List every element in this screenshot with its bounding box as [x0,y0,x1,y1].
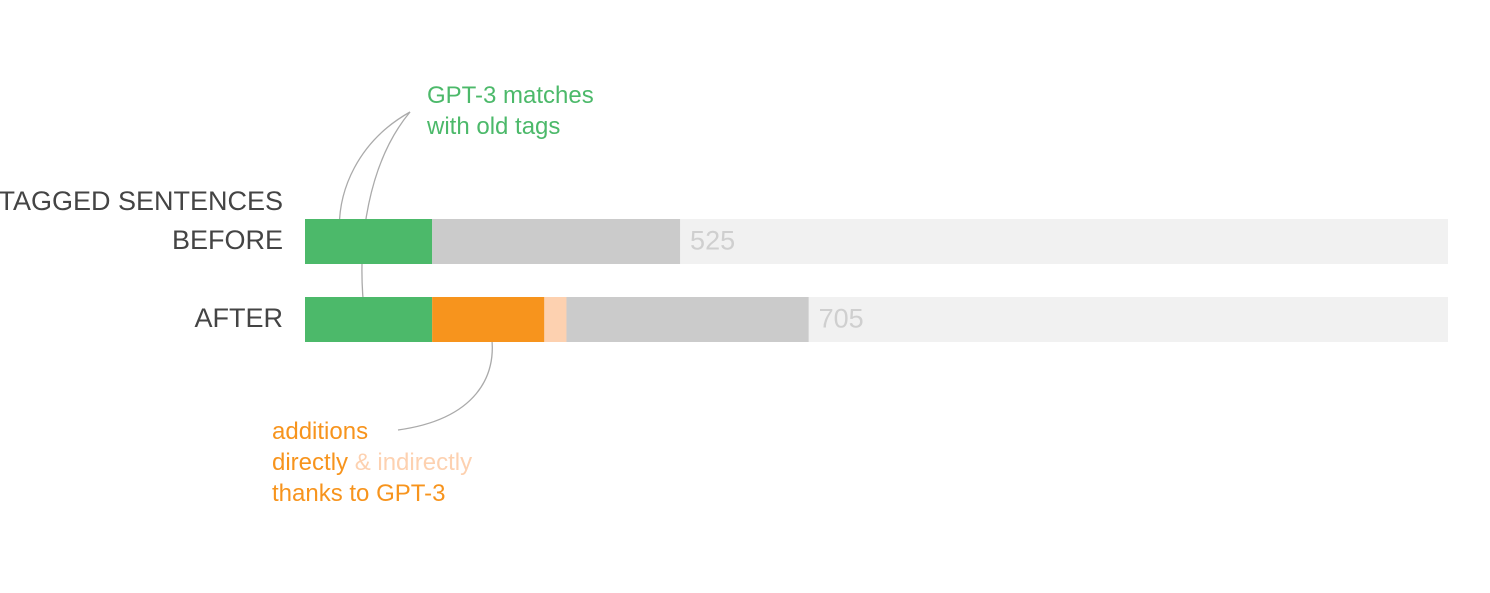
annotation-span: & indirectly [348,449,472,476]
bar-segment [544,297,567,342]
annotation-span: GPT-3 matches [427,82,594,109]
annotation-span: with old tags [426,113,560,140]
bar-segment [305,219,433,264]
total-label: 705 [819,304,864,334]
total-label: 525 [690,226,735,256]
category-label: AFTER [194,303,283,333]
annotation: directly & indirectly [272,449,472,476]
annotation: with old tags [426,113,560,140]
bar-segment [432,297,545,342]
bar-segment [305,297,433,342]
annotation-span: additions [272,418,368,445]
annotation: thanks to GPT-3 [272,480,445,507]
annotation-span: thanks to GPT-3 [272,480,445,507]
category-label: BEFORE [172,225,283,255]
annotation-span: directly [272,449,348,476]
annotation: additions [272,418,368,445]
connector [361,111,411,319]
annotation: GPT-3 matches [427,82,594,109]
bar-segment [432,219,681,264]
axis-label: TAGGED SENTENCES [0,186,283,216]
bar-segment [566,297,809,342]
connectors [338,111,493,431]
